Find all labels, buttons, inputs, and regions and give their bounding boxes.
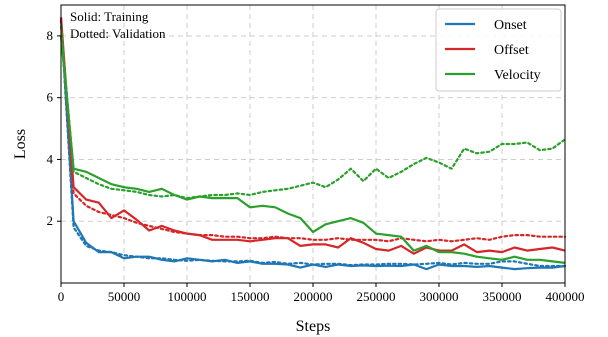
y-tick-label: 4 — [47, 151, 54, 166]
legend-label-onset: Onset — [494, 18, 527, 33]
x-tick-label: 100000 — [168, 289, 207, 304]
legend-box — [435, 8, 562, 92]
x-tick-label: 200000 — [294, 289, 333, 304]
offset-training-line — [59, 17, 566, 255]
y-tick-label: 8 — [47, 28, 54, 43]
y-tick-label: 6 — [47, 90, 54, 105]
legend-label-velocity: Velocity — [494, 68, 541, 83]
x-tick-label: 400000 — [546, 289, 585, 304]
x-tick-label: 300000 — [420, 289, 459, 304]
onset-training-line — [59, 17, 566, 271]
series-lines — [59, 17, 567, 271]
axis-ticks: 0 50000 100000 150000 200000 250000 300000 3500… — [47, 28, 585, 304]
x-tick-label: 350000 — [483, 289, 522, 304]
x-axis-label: Steps — [296, 318, 331, 335]
velocity-validation-line — [59, 25, 567, 200]
legend-label-offset: Offset — [494, 43, 529, 58]
legend: Onset Offset Velocity — [435, 8, 562, 92]
x-tick-label: 0 — [58, 289, 65, 304]
annotation-solid: Solid: Training — [70, 9, 149, 24]
y-axis-label: Loss — [12, 129, 29, 159]
x-tick-label: 50000 — [108, 289, 141, 304]
x-tick-label: 150000 — [231, 289, 270, 304]
velocity-training-line — [59, 35, 566, 264]
x-tick-label: 250000 — [357, 289, 396, 304]
y-tick-label: 2 — [47, 213, 54, 228]
annotation-dotted: Dotted: Validation — [70, 26, 166, 41]
offset-validation-line — [59, 19, 567, 243]
